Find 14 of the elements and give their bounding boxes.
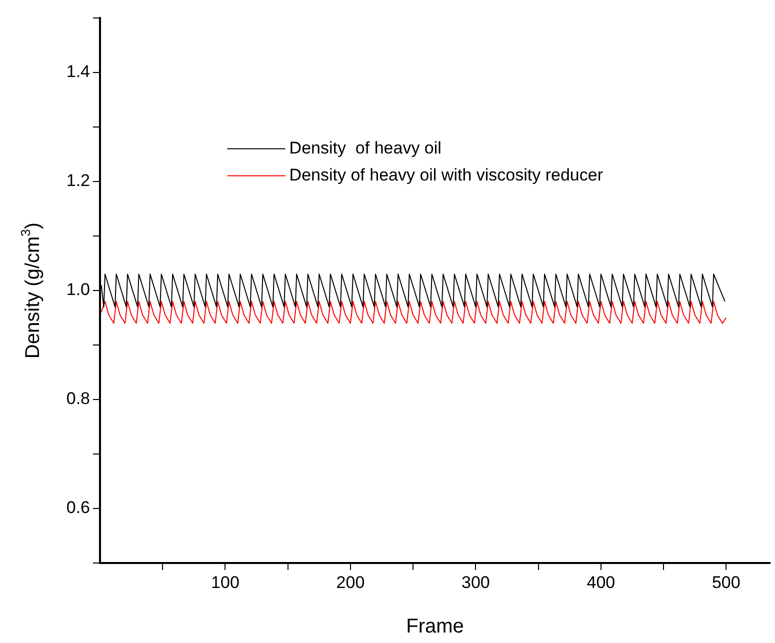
legend-label: Density of heavy oil with viscosity reducer xyxy=(289,165,604,184)
x-tick-label: 200 xyxy=(336,572,365,592)
x-axis-title: Frame xyxy=(406,616,464,638)
y-tick-label: 0.8 xyxy=(66,389,90,408)
x-tick-label: 100 xyxy=(211,572,240,592)
y-tick-label: 0.6 xyxy=(66,498,90,518)
y-tick-label: 1.0 xyxy=(66,280,90,300)
x-tick-label: 300 xyxy=(462,572,490,592)
y-tick-label: 1.2 xyxy=(66,171,90,190)
legend-label: Density of heavy oil xyxy=(289,138,442,158)
y-axis-title: Density (g/cm3) xyxy=(18,222,44,359)
y-tick-label: 1.4 xyxy=(66,62,90,82)
x-tick-label: 400 xyxy=(586,572,616,592)
x-tick-label: 500 xyxy=(712,572,740,592)
